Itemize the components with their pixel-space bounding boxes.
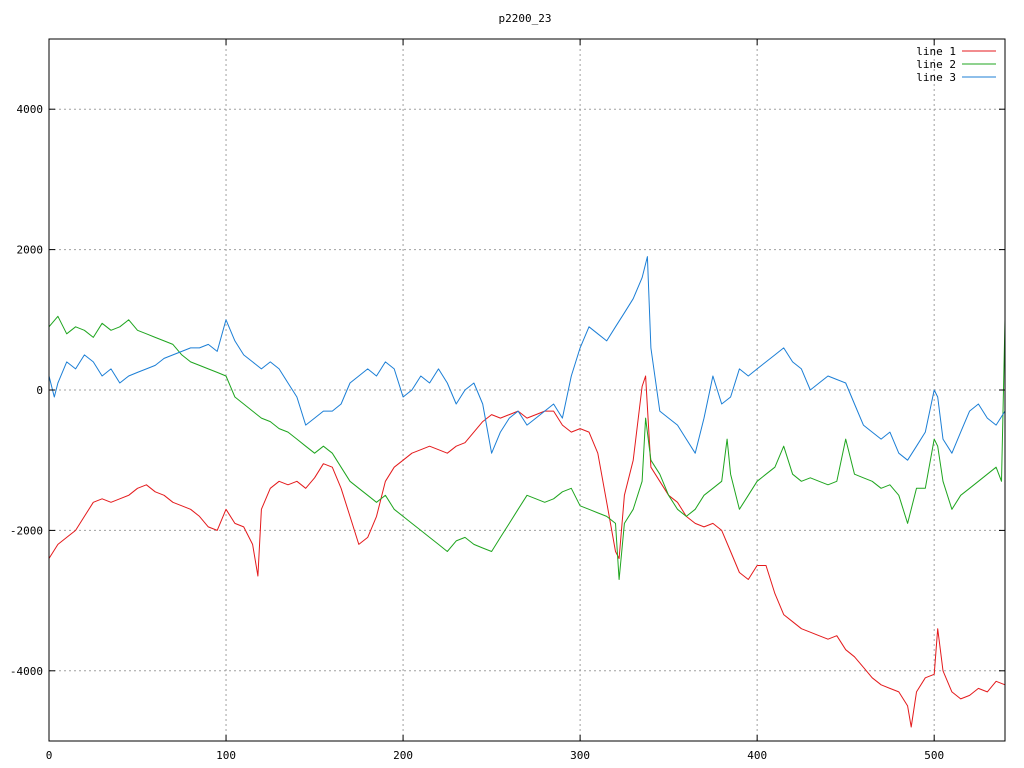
- series-line-3: [48, 256, 1006, 461]
- legend-label-1: line 1: [916, 45, 956, 58]
- chart-title: p2200_23: [499, 12, 552, 25]
- y-tick-label: -2000: [10, 524, 43, 537]
- grid: [49, 39, 1005, 741]
- y-tick-label: 0: [36, 384, 43, 397]
- series-group: [48, 256, 1006, 728]
- series-line-1: [48, 375, 1006, 728]
- axis-ticks: 0 100 200 300 400 500 -4000 -2000 0 2000 4000: [10, 39, 1005, 762]
- plot-frame: [48, 38, 1006, 742]
- x-tick-label: 300: [570, 749, 590, 762]
- x-tick-label: 100: [216, 749, 236, 762]
- legend-label-2: line 2: [916, 58, 956, 71]
- x-tick-label: 400: [747, 749, 767, 762]
- legend-label-3: line 3: [916, 71, 956, 84]
- y-tick-label: -4000: [10, 665, 43, 678]
- x-tick-label: 0: [46, 749, 53, 762]
- y-tick-label: 2000: [17, 244, 44, 257]
- series-line-2: [48, 315, 1006, 580]
- y-tick-label: 4000: [17, 103, 44, 116]
- x-tick-label: 500: [924, 749, 944, 762]
- x-tick-label: 200: [393, 749, 413, 762]
